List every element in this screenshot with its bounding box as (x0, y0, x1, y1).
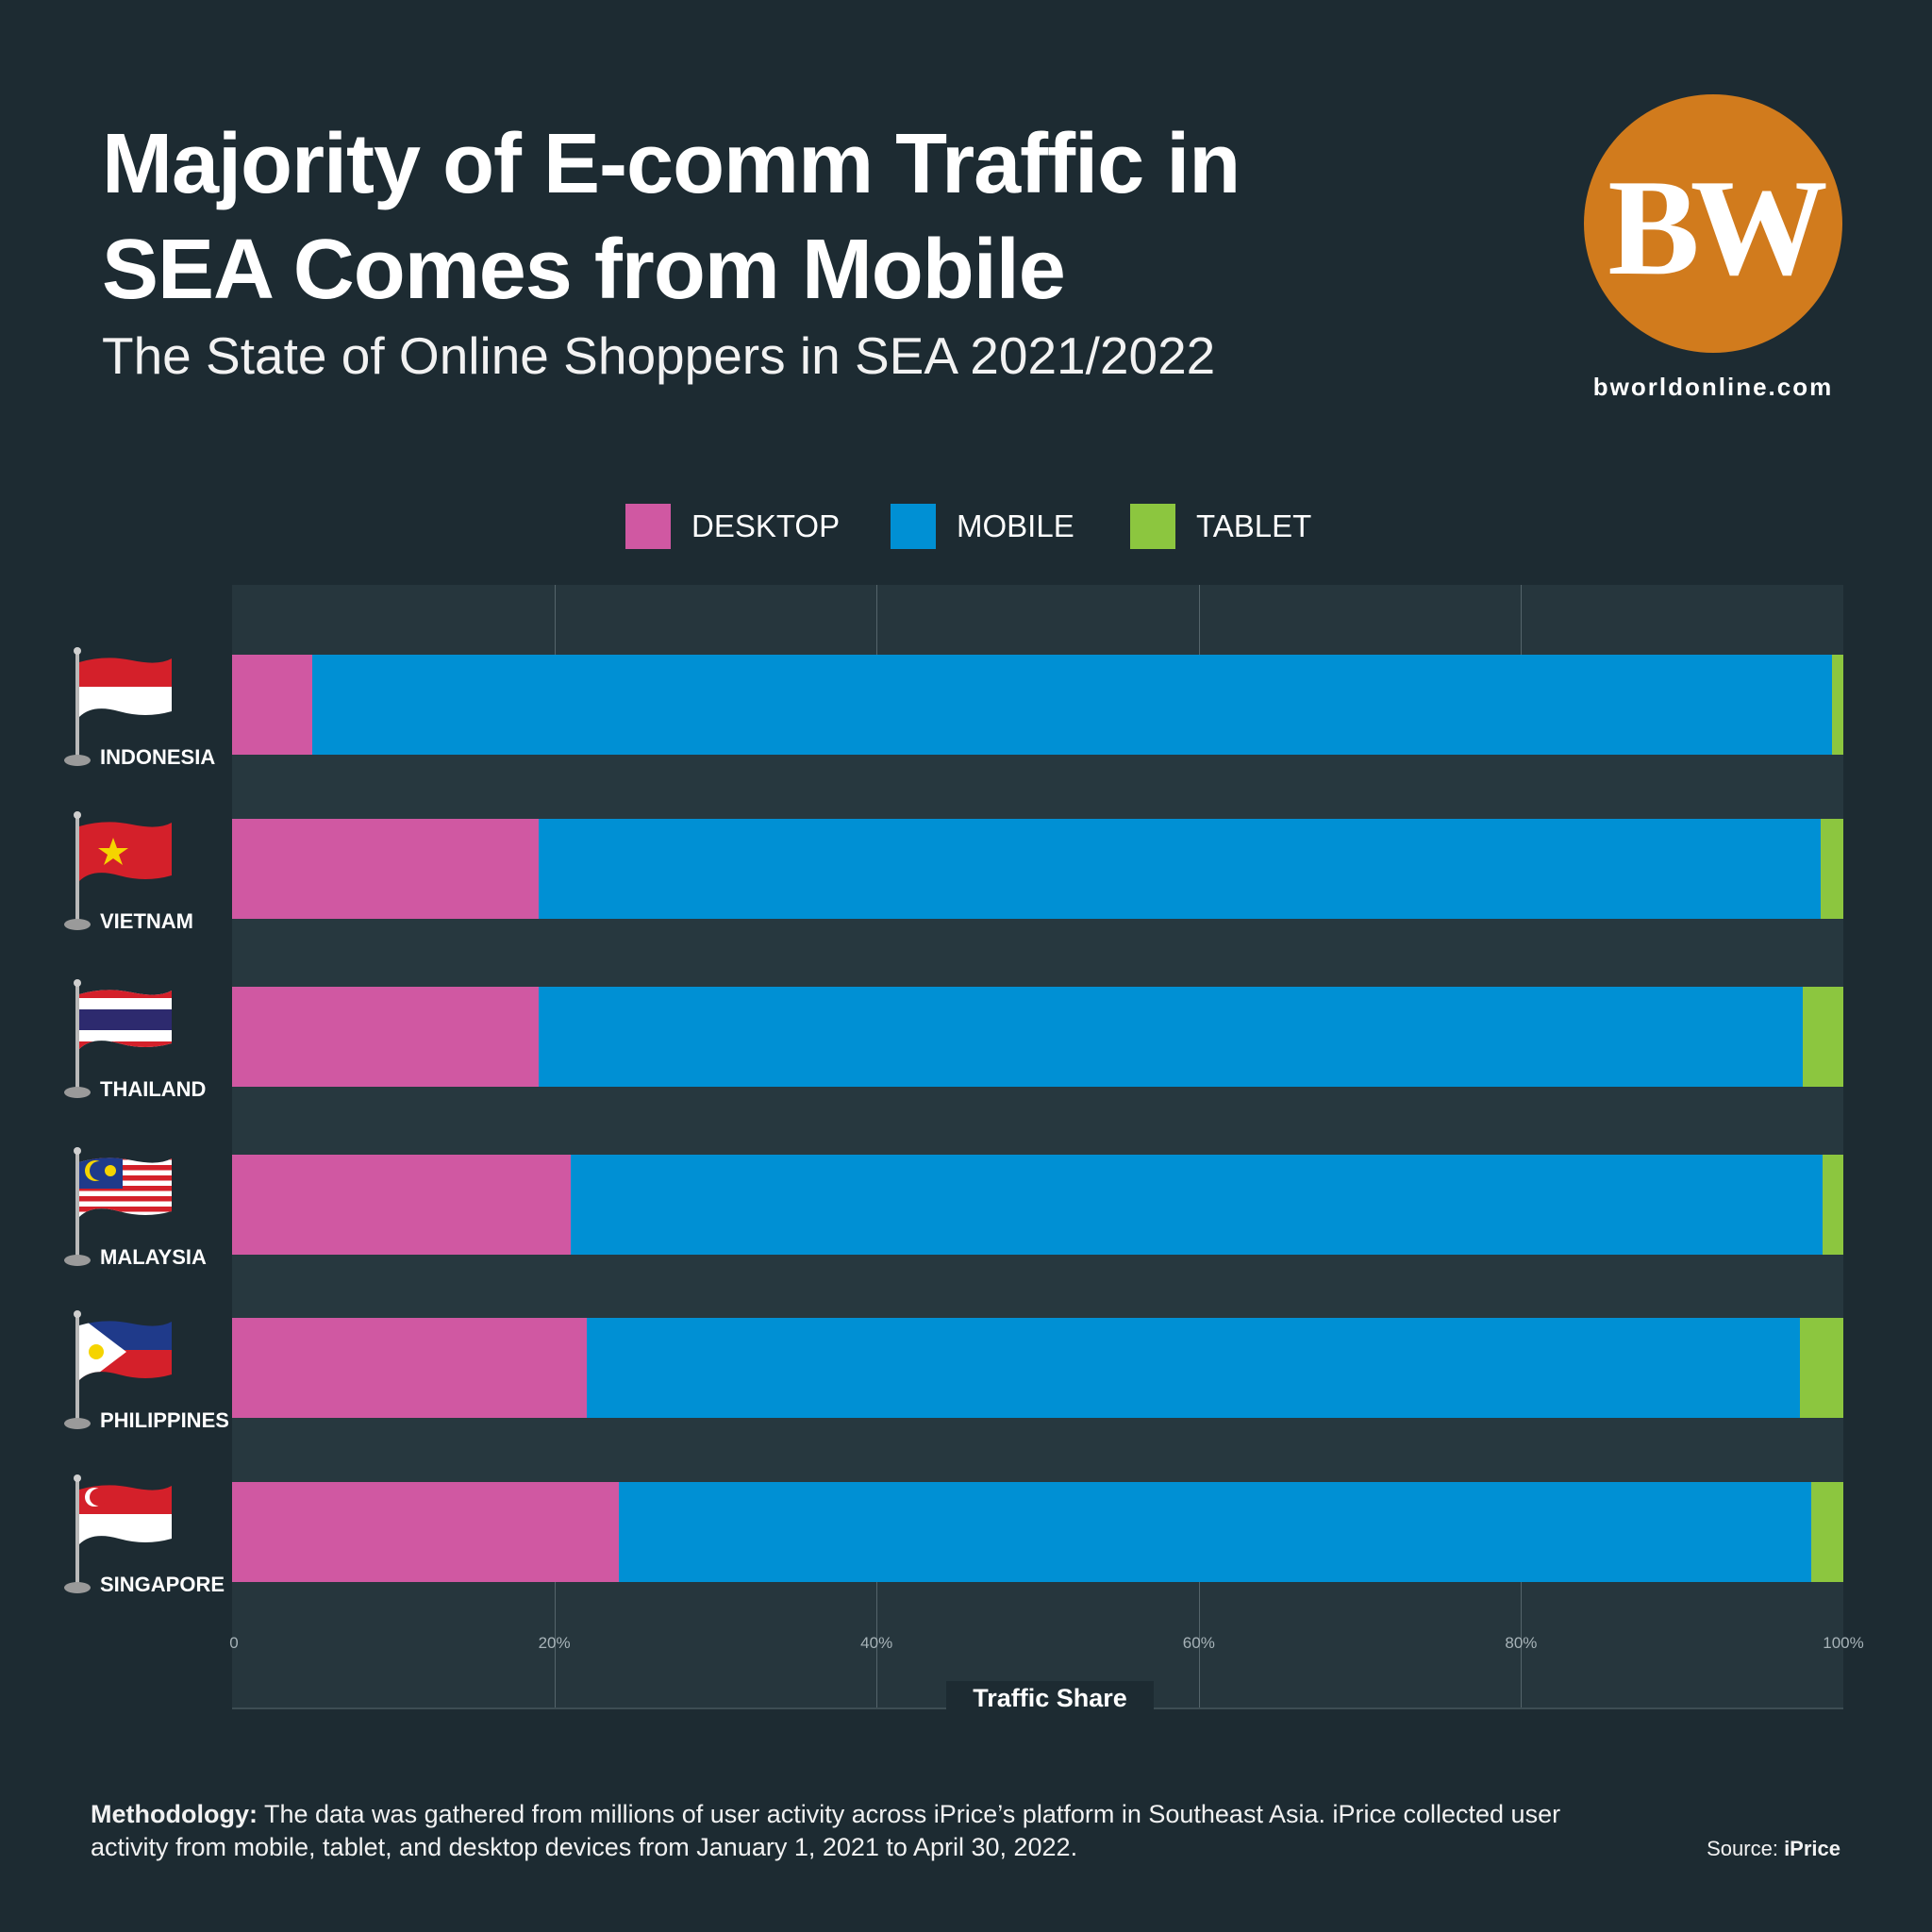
flag-thailand-icon (60, 977, 174, 1109)
chart-legend: DESKTOP MOBILE TABLET (0, 504, 1932, 549)
page-title: Majority of E-comm Traffic in SEA Comes … (102, 117, 1241, 317)
flag-philippines-icon (60, 1308, 174, 1441)
bar-tablet-thailand (1803, 987, 1843, 1087)
bar-row-malaysia (232, 1155, 1843, 1255)
methodology-label: Methodology: (91, 1800, 258, 1828)
source-credit: Source: iPrice (1707, 1837, 1840, 1861)
bar-tablet-malaysia (1822, 1155, 1843, 1255)
logo-text: BW (1607, 151, 1827, 304)
country-label-vietnam: VIETNAM (100, 909, 193, 933)
bw-logo: BW (1584, 94, 1842, 353)
bar-mobile-malaysia (570, 1155, 1823, 1255)
legend-label-tablet: TABLET (1196, 508, 1312, 543)
legend-label-mobile: MOBILE (957, 508, 1074, 543)
x-tick-label: 20% (538, 1634, 571, 1652)
x-tick-label: 60% (1182, 1634, 1215, 1652)
bar-row-thailand (232, 987, 1843, 1087)
methodology-note: Methodology: The data was gathered from … (91, 1798, 1600, 1864)
flag-indonesia-icon (60, 645, 174, 777)
bar-row-philippines (232, 1318, 1843, 1418)
bar-desktop-singapore (232, 1482, 619, 1582)
legend-item-tablet: TABLET (1130, 504, 1311, 549)
row-gap (232, 919, 1843, 987)
methodology-text: The data was gathered from millions of u… (91, 1800, 1561, 1861)
legend-label-desktop: DESKTOP (691, 508, 841, 543)
bar-mobile-philippines (586, 1318, 1800, 1418)
bar-tablet-indonesia (1832, 655, 1843, 755)
row-gap (232, 1087, 1843, 1155)
bar-mobile-indonesia (312, 655, 1833, 755)
bar-row-vietnam (232, 819, 1843, 919)
bar-desktop-thailand (232, 987, 539, 1087)
x-tick-label: 0 (229, 1634, 239, 1652)
flag-singapore-icon (60, 1473, 174, 1605)
bar-row-indonesia (232, 655, 1843, 755)
x-axis-label: Traffic Share (946, 1681, 1154, 1719)
row-gap (232, 1255, 1843, 1318)
country-label-philippines: PHILIPPINES (100, 1408, 229, 1432)
flag-malaysia-icon (60, 1145, 174, 1277)
legend-swatch-tablet (1130, 504, 1175, 549)
bar-tablet-vietnam (1821, 819, 1843, 919)
bar-mobile-thailand (538, 987, 1804, 1087)
legend-swatch-mobile (891, 504, 936, 549)
bar-mobile-singapore (618, 1482, 1811, 1582)
bar-tablet-philippines (1799, 1318, 1843, 1418)
x-tick-label: 100% (1823, 1634, 1864, 1652)
legend-item-mobile: MOBILE (891, 504, 1074, 549)
bar-desktop-philippines (232, 1318, 587, 1418)
x-tick-label: 80% (1505, 1634, 1538, 1652)
country-label-indonesia: INDONESIA (100, 745, 216, 769)
bar-tablet-singapore (1810, 1482, 1843, 1582)
bar-row-singapore (232, 1482, 1843, 1582)
row-gap (232, 1418, 1843, 1482)
country-label-singapore: SINGAPORE (100, 1573, 225, 1596)
flag-vietnam-icon (60, 809, 174, 941)
bar-desktop-indonesia (232, 655, 313, 755)
country-label-thailand: THAILAND (100, 1077, 207, 1101)
country-label-malaysia: MALAYSIA (100, 1245, 207, 1269)
legend-item-desktop: DESKTOP (625, 504, 840, 549)
row-gap (232, 755, 1843, 819)
bar-desktop-malaysia (232, 1155, 571, 1255)
source-value: iPrice (1784, 1837, 1840, 1860)
legend-swatch-desktop (625, 504, 671, 549)
bar-mobile-vietnam (538, 819, 1822, 919)
site-url: bworldonline.com (1592, 373, 1834, 401)
page-subtitle: The State of Online Shoppers in SEA 2021… (102, 326, 1216, 385)
x-tick-label: 40% (860, 1634, 893, 1652)
bar-desktop-vietnam (232, 819, 539, 919)
source-label: Source: (1707, 1837, 1785, 1860)
